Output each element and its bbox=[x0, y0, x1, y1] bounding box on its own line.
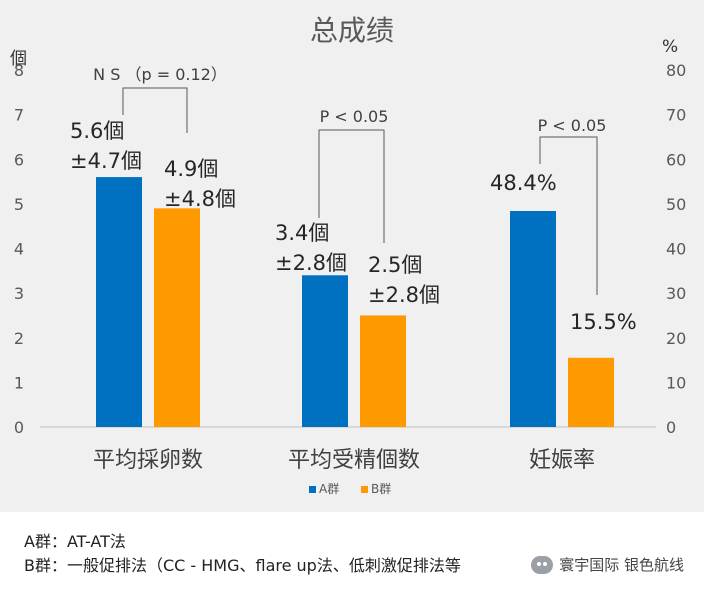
significance-bracket bbox=[539, 136, 598, 295]
note-a-group: A群：AT-AT法 bbox=[24, 532, 126, 551]
right-tick-label: 0 bbox=[666, 418, 676, 437]
legend-swatch-a bbox=[309, 486, 316, 493]
data-label: ±4.8個 bbox=[164, 187, 236, 211]
data-label: ±2.8個 bbox=[275, 251, 347, 275]
right-tick-label: 20 bbox=[666, 329, 686, 348]
significance-label: P < 0.05 bbox=[320, 107, 389, 126]
left-tick-label: 8 bbox=[14, 61, 24, 80]
significance-bracket bbox=[318, 129, 385, 243]
right-tick-label: 60 bbox=[666, 150, 686, 169]
legend-label: B群 bbox=[371, 482, 391, 496]
data-label: 3.4個 bbox=[275, 221, 329, 245]
bar-a-2 bbox=[510, 211, 556, 427]
chart-title: 总成绩 bbox=[310, 14, 394, 47]
right-tick-label: 70 bbox=[666, 106, 686, 125]
wechat-icon bbox=[531, 555, 554, 574]
significance-label: P < 0.05 bbox=[538, 116, 607, 135]
right-tick-label: 50 bbox=[666, 195, 686, 214]
bar-b-2 bbox=[568, 357, 614, 427]
left-tick-label: 0 bbox=[14, 418, 24, 437]
left-tick-label: 2 bbox=[14, 329, 24, 348]
left-tick-label: 3 bbox=[14, 284, 24, 303]
data-label: ±4.7個 bbox=[70, 149, 142, 173]
right-axis-unit: % bbox=[662, 37, 678, 57]
left-tick-label: 1 bbox=[14, 373, 24, 392]
right-tick-label: 10 bbox=[666, 373, 686, 392]
left-tick-label: 4 bbox=[14, 240, 24, 259]
watermark: 寰宇国际 银色航线 bbox=[531, 554, 684, 575]
data-label: 2.5個 bbox=[368, 253, 422, 277]
left-axis-unit: 個 bbox=[10, 49, 27, 69]
watermark-text: 寰宇国际 银色航线 bbox=[559, 556, 684, 574]
data-label: 15.5% bbox=[570, 310, 637, 334]
bar-a-1 bbox=[302, 275, 348, 427]
category-label: 平均受精個数 bbox=[288, 448, 420, 473]
significance-label: N S （p = 0.12） bbox=[93, 65, 227, 84]
category-label: 平均採卵数 bbox=[93, 448, 203, 473]
data-label: 48.4% bbox=[490, 171, 557, 195]
data-label: 5.6個 bbox=[70, 119, 124, 143]
legend-label: A群 bbox=[319, 482, 339, 496]
data-label: ±2.8個 bbox=[368, 283, 440, 307]
right-tick-label: 40 bbox=[666, 240, 686, 259]
note-b-group: B群：一般促排法（CC - HMG、flare up法、低刺激促排法等 bbox=[24, 556, 461, 575]
notes: A群：AT-AT法 B群：一般促排法（CC - HMG、flare up法、低刺… bbox=[24, 530, 461, 578]
legend-swatch-b bbox=[361, 486, 368, 493]
significance-bracket bbox=[122, 87, 188, 133]
category-label: 妊娠率 bbox=[529, 448, 595, 473]
right-tick-label: 30 bbox=[666, 284, 686, 303]
bar-b-0 bbox=[154, 208, 200, 427]
left-tick-label: 6 bbox=[14, 150, 24, 169]
data-label: 4.9個 bbox=[164, 157, 218, 181]
left-tick-label: 5 bbox=[14, 195, 24, 214]
bar-a-0 bbox=[96, 177, 142, 427]
left-tick-label: 7 bbox=[14, 106, 24, 125]
bar-b-1 bbox=[360, 315, 406, 427]
chart-area: 总成绩個% 0 1 2 3 4 5 6 7 8 0 10 20 30 40 50 60 70 80 平均採卵数 平均受精… bbox=[0, 0, 704, 512]
right-tick-label: 80 bbox=[666, 61, 686, 80]
